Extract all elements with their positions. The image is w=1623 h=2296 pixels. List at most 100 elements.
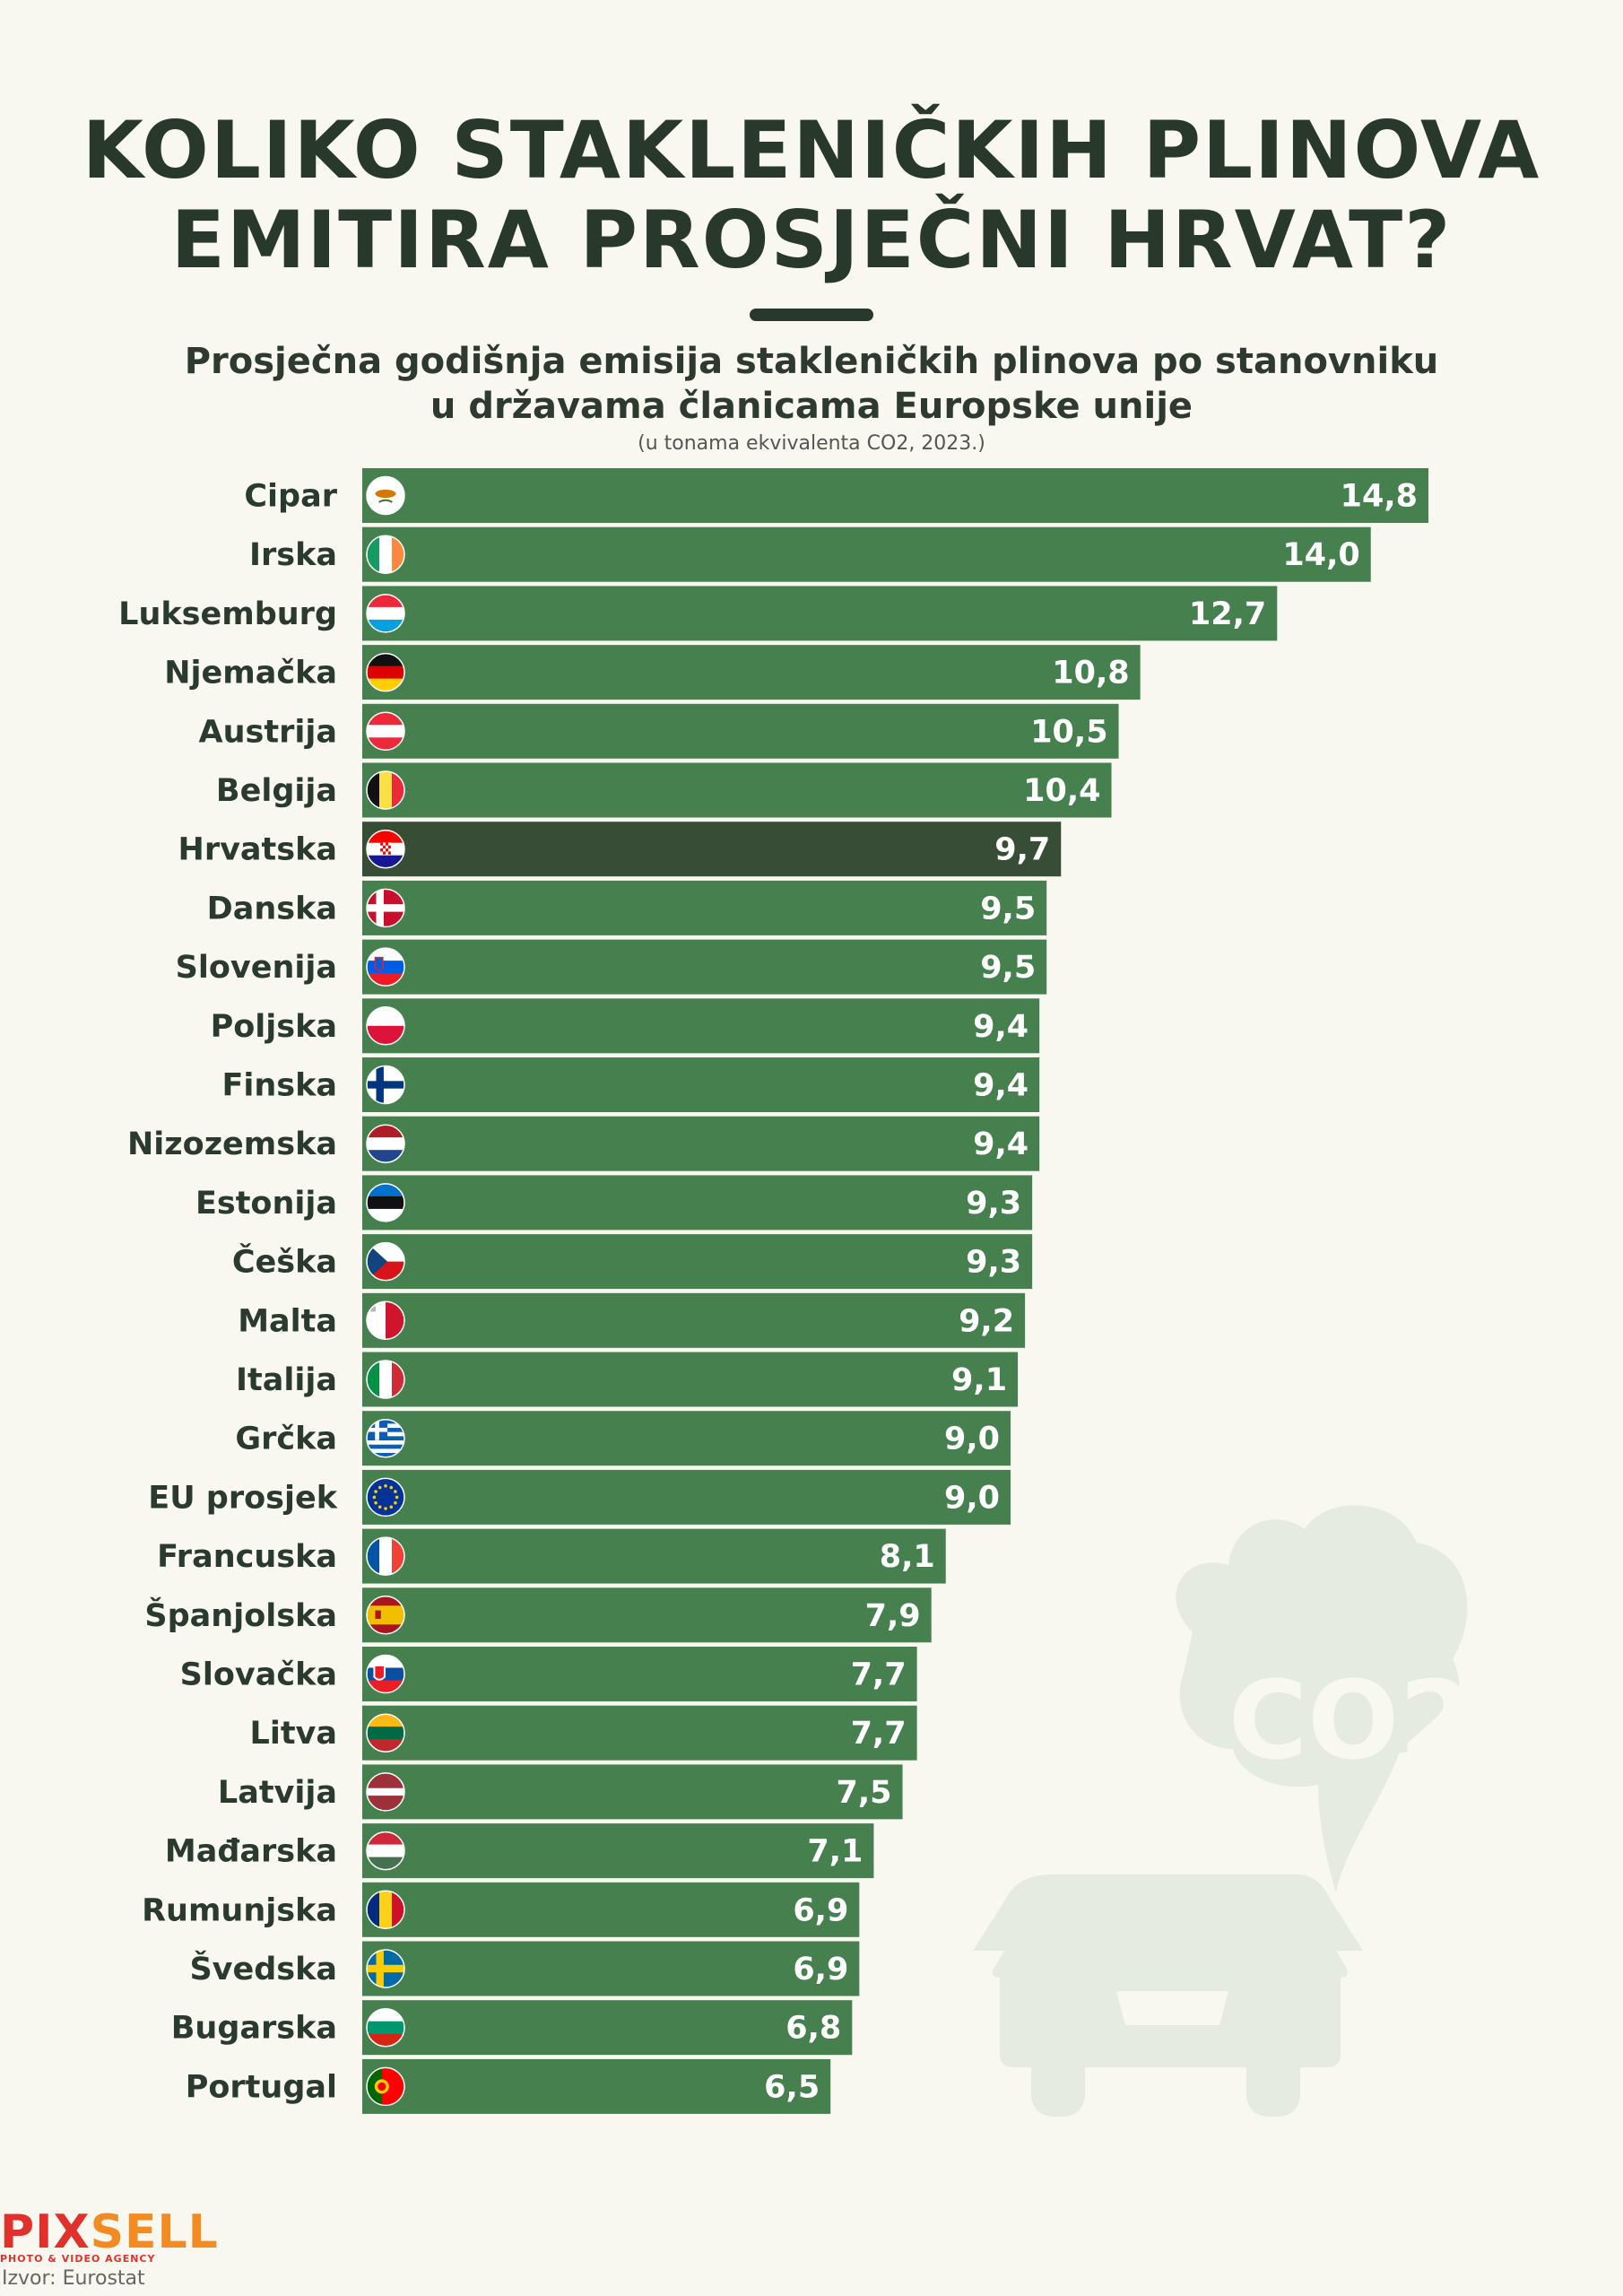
category-label: Finska bbox=[221, 1068, 337, 1104]
flag-de-icon bbox=[366, 652, 405, 692]
flag-lt-icon bbox=[366, 1713, 405, 1752]
value-label: 9,4 bbox=[973, 1068, 1028, 1104]
flag-be-icon bbox=[366, 770, 405, 810]
value-label: 9,1 bbox=[951, 1362, 1007, 1398]
flag-ee-icon bbox=[366, 1183, 405, 1222]
page-title: KOLIKO STAKLENIČKIH PLINOVA EMITIRA PROS… bbox=[0, 106, 1623, 285]
flag-lv-icon bbox=[366, 1772, 405, 1812]
value-label: 7,5 bbox=[837, 1775, 892, 1811]
bar bbox=[362, 1469, 1011, 1525]
logo-wordmark: PIXSELL bbox=[0, 2205, 219, 2259]
flag-bg-icon bbox=[366, 2007, 405, 2048]
value-label: 9,3 bbox=[966, 1245, 1021, 1281]
title-divider bbox=[750, 309, 873, 321]
category-label: Slovenija bbox=[176, 950, 337, 986]
category-label: Njemačka bbox=[164, 656, 337, 691]
car-icon bbox=[973, 1874, 1363, 2117]
value-label: 9,0 bbox=[944, 1480, 1000, 1516]
flag-fi-icon bbox=[366, 1065, 405, 1105]
subtitle-line-1: Prosječna godišnja emisija stakleničkih … bbox=[184, 341, 1439, 382]
value-label: 8,1 bbox=[880, 1539, 935, 1575]
category-label: Poljska bbox=[211, 1009, 337, 1045]
flag-si-icon bbox=[366, 947, 405, 987]
category-label: Litva bbox=[250, 1716, 337, 1752]
category-label: Austrija bbox=[199, 714, 337, 750]
bar bbox=[362, 586, 1278, 641]
flag-ie-icon bbox=[366, 535, 405, 574]
value-label: 7,7 bbox=[851, 1716, 907, 1752]
source-note: Izvor: Eurostat bbox=[2, 2267, 145, 2290]
category-label: EU prosjek bbox=[148, 1480, 337, 1516]
category-label: Rumunjska bbox=[142, 1892, 337, 1928]
value-label: 7,1 bbox=[807, 1834, 863, 1870]
bar bbox=[362, 1587, 932, 1643]
value-label: 9,3 bbox=[966, 1186, 1021, 1222]
category-label: Španjolska bbox=[144, 1596, 337, 1634]
bar bbox=[362, 2058, 831, 2114]
category-label: Francuska bbox=[157, 1539, 337, 1575]
flag-pt-icon bbox=[366, 2066, 405, 2107]
title-line-2: EMITIRA PROSJEČNI HRVAT? bbox=[170, 194, 1453, 286]
flag-sk-icon bbox=[366, 1654, 405, 1694]
flag-it-icon bbox=[366, 1360, 405, 1399]
category-label: Luksemburg bbox=[118, 596, 337, 632]
bar bbox=[362, 1057, 1040, 1112]
value-label: 9,5 bbox=[980, 950, 1036, 986]
bar bbox=[362, 1234, 1033, 1290]
value-label: 9,5 bbox=[980, 891, 1036, 926]
bar bbox=[362, 880, 1047, 935]
bar bbox=[362, 1764, 903, 1820]
flag-at-icon bbox=[366, 711, 405, 752]
category-label: Cipar bbox=[244, 479, 337, 515]
bar bbox=[362, 703, 1119, 759]
flag-cz-icon bbox=[366, 1241, 405, 1282]
bar bbox=[362, 1941, 860, 1996]
value-label: 7,9 bbox=[865, 1598, 921, 1634]
unit-note: (u tonama ekvivalenta CO2, 2023.) bbox=[638, 432, 985, 455]
flag-ro-icon bbox=[366, 1890, 405, 1930]
value-label: 9,4 bbox=[973, 1009, 1028, 1045]
category-label: Bugarska bbox=[171, 2011, 337, 2047]
value-label: 6,8 bbox=[785, 2011, 841, 2047]
flag-gr-icon bbox=[366, 1418, 405, 1458]
category-label: Malta bbox=[238, 1303, 337, 1339]
category-label: Belgija bbox=[216, 773, 337, 809]
bar bbox=[362, 1528, 946, 1584]
bar bbox=[362, 468, 1428, 523]
flag-se-icon bbox=[366, 1949, 405, 1988]
flag-hu-icon bbox=[366, 1831, 405, 1871]
flag-hr-icon bbox=[366, 829, 405, 869]
category-label: Češka bbox=[232, 1243, 337, 1281]
category-label: Irska bbox=[249, 537, 337, 573]
bar bbox=[362, 762, 1112, 818]
category-label: Estonija bbox=[195, 1186, 337, 1222]
flag-lu-icon bbox=[366, 594, 405, 633]
category-label: Danska bbox=[207, 891, 337, 926]
bar bbox=[362, 645, 1141, 700]
value-label: 6,9 bbox=[793, 1892, 848, 1928]
bar bbox=[362, 822, 1062, 877]
category-label: Latvija bbox=[218, 1775, 337, 1811]
co2-car-illustration: CO2 bbox=[973, 1505, 1474, 2117]
category-label: Nizozemska bbox=[127, 1126, 337, 1162]
value-label: 10,4 bbox=[1023, 773, 1100, 809]
flag-mt-icon bbox=[366, 1300, 405, 1341]
value-label: 6,9 bbox=[793, 1952, 848, 1987]
bar bbox=[362, 1352, 1019, 1407]
bar bbox=[362, 2000, 853, 2056]
logo-tagline: PHOTO & VIDEO AGENCY bbox=[0, 2253, 156, 2265]
bar bbox=[362, 1705, 917, 1761]
value-label: 12,7 bbox=[1189, 596, 1266, 632]
bar bbox=[362, 1823, 874, 1879]
value-label: 9,0 bbox=[944, 1422, 1000, 1457]
pixsell-logo: PIXSELL PHOTO & VIDEO AGENCY bbox=[0, 2208, 219, 2265]
bar bbox=[362, 1882, 860, 1937]
flag-nl-icon bbox=[366, 1124, 405, 1163]
flag-dk-icon bbox=[366, 888, 405, 928]
bar bbox=[362, 526, 1371, 582]
category-label: Grčka bbox=[235, 1422, 337, 1457]
category-label: Slovačka bbox=[180, 1657, 337, 1693]
value-label: 9,2 bbox=[959, 1303, 1014, 1339]
value-label: 14,0 bbox=[1282, 537, 1359, 573]
flag-fr-icon bbox=[366, 1536, 405, 1576]
